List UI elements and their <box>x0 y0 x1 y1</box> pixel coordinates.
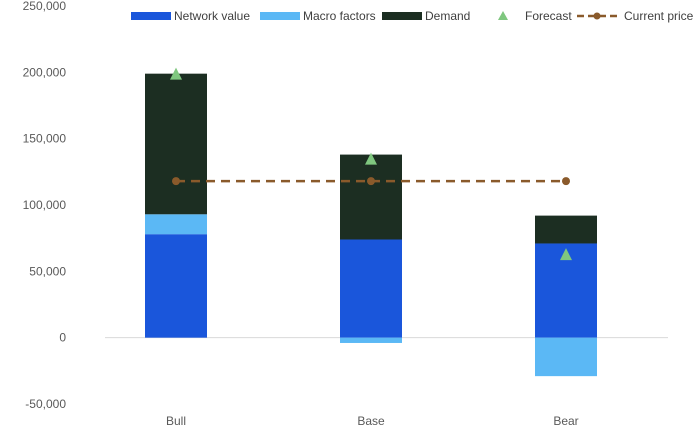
bar-segment <box>145 234 207 338</box>
legend-item: Demand <box>382 9 470 23</box>
legend-swatch <box>260 12 300 20</box>
line-layer <box>170 67 572 261</box>
current-price-point <box>562 177 570 186</box>
legend-label: Macro factors <box>303 9 376 23</box>
y-tick-label: 200,000 <box>23 65 67 79</box>
legend-label: Current price <box>624 9 694 23</box>
bar-segment <box>145 73 207 215</box>
y-tick-label: 50,000 <box>29 264 66 278</box>
y-tick-label: -50,000 <box>25 397 66 411</box>
x-tick-label: Bull <box>166 414 186 426</box>
y-tick-label: 250,000 <box>23 0 67 13</box>
forecast-marker <box>365 152 377 165</box>
bar-segment <box>340 239 402 338</box>
current-price-point <box>367 177 375 186</box>
legend-item: Macro factors <box>260 9 376 23</box>
legend-label: Forecast <box>525 9 572 23</box>
current-price-point <box>172 177 180 186</box>
legend-label: Demand <box>425 9 470 23</box>
forecast-marker <box>560 248 572 261</box>
legend-item: Current price <box>577 9 694 23</box>
legend-label: Network value <box>174 9 250 23</box>
forecast-marker <box>170 67 182 80</box>
legend: Network value Macro factors Demand Forecast… <box>131 9 694 23</box>
y-tick-label: 150,000 <box>23 132 67 146</box>
bar-segment <box>145 214 207 235</box>
y-tick-label: 0 <box>59 331 66 345</box>
bar-segment <box>535 337 597 377</box>
x-tick-label: Bear <box>553 414 578 426</box>
x-tick-label: Base <box>357 414 385 426</box>
legend-swatch-point <box>593 12 601 20</box>
legend-swatch <box>498 11 508 20</box>
bar-layer <box>145 73 597 377</box>
legend-swatch <box>131 12 171 20</box>
bar-segment <box>340 337 402 343</box>
bar-segment <box>535 215 597 244</box>
axis-layer: 250,000 200,000 150,000 100,000 50,000 0 -50,0… <box>23 0 668 428</box>
legend-item: Network value <box>131 9 250 23</box>
y-tick-label: 100,000 <box>23 198 67 212</box>
bar-segment <box>340 154 402 240</box>
legend-swatch <box>382 12 422 20</box>
legend-item: Forecast <box>498 9 572 23</box>
